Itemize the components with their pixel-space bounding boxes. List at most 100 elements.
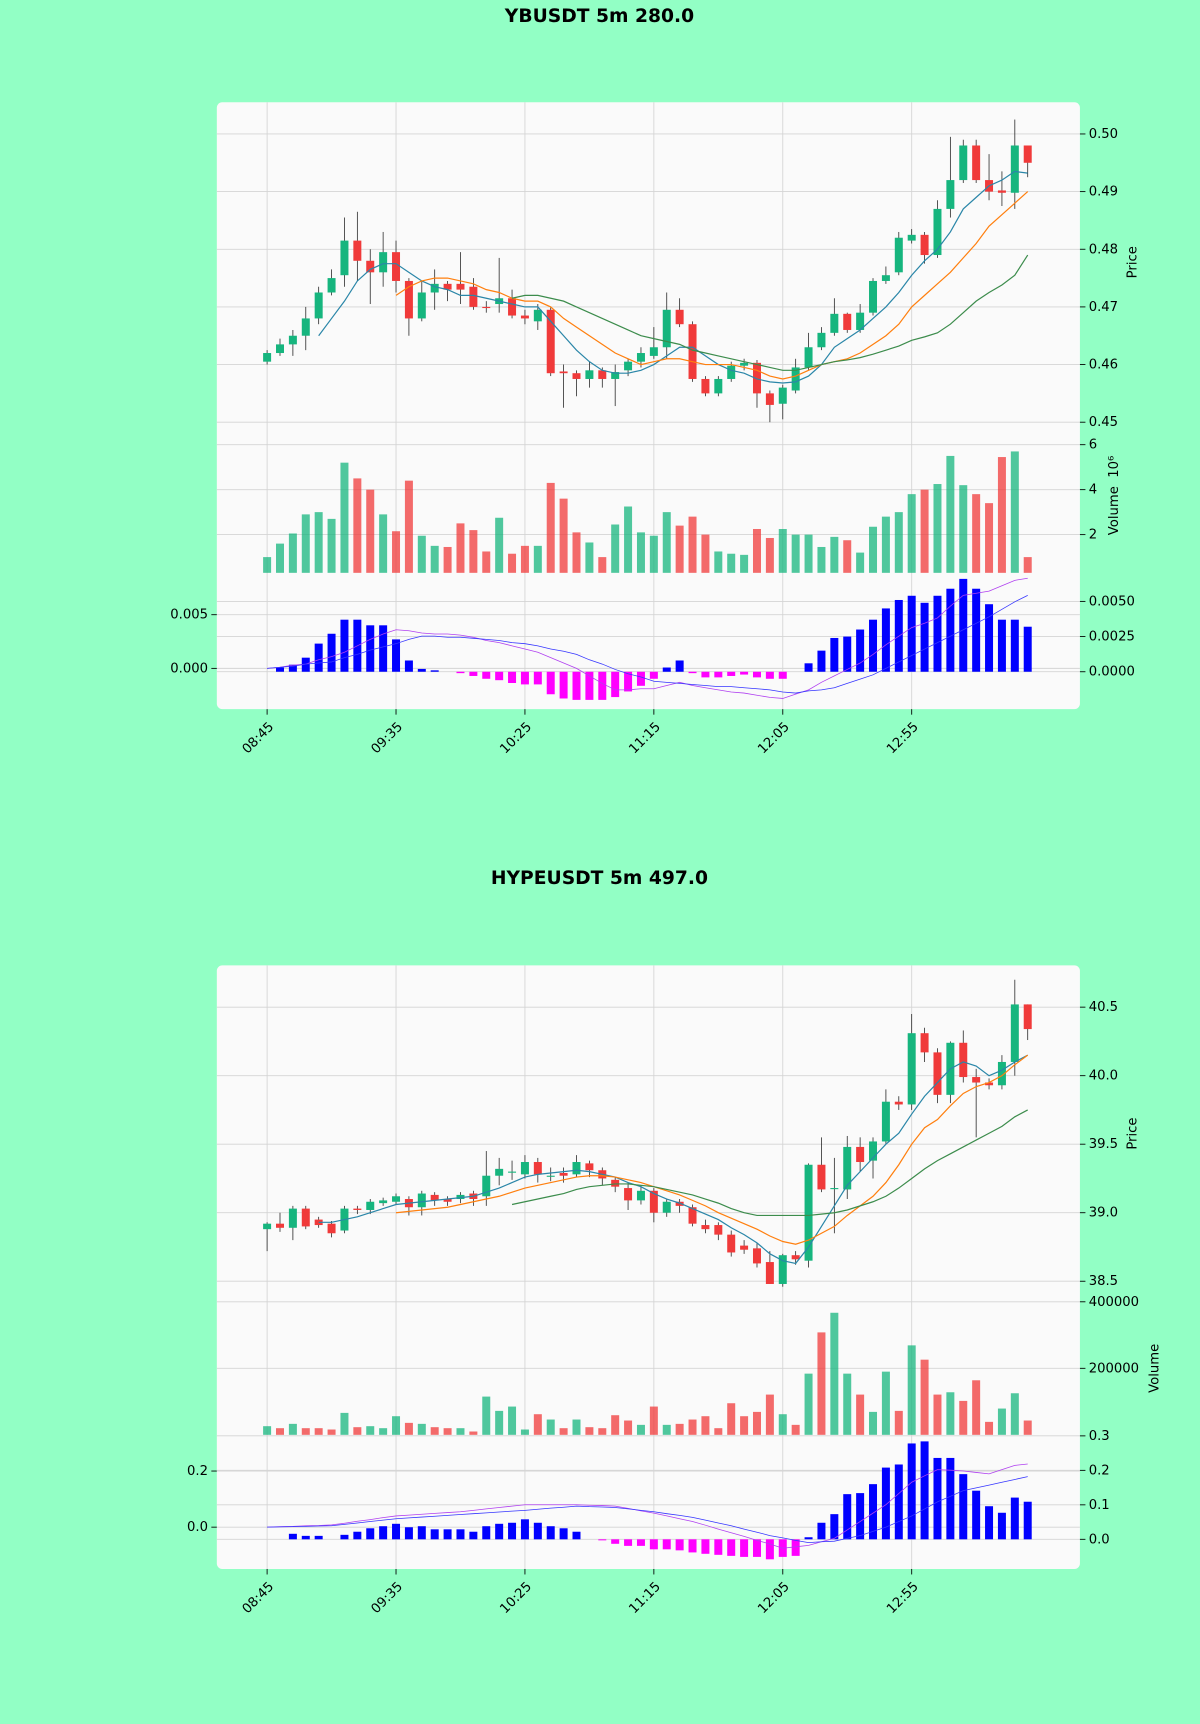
candle-body	[353, 240, 362, 261]
macd-histogram-bar	[714, 671, 723, 678]
volume-bar	[881, 1371, 890, 1435]
candle-body	[894, 1101, 903, 1105]
candle-body	[778, 387, 787, 404]
candle-body	[959, 1042, 968, 1078]
macd-tick-label: 0.000	[170, 661, 208, 676]
candle-body	[765, 393, 774, 405]
candle-body	[972, 145, 981, 181]
price-tick-label: 0.48	[1089, 242, 1118, 257]
macd-histogram-bar	[611, 671, 620, 698]
x-tick-label: 10:25	[498, 1579, 535, 1616]
price-tick-label: 0.45	[1089, 415, 1118, 430]
macd-histogram-bar	[907, 1443, 916, 1540]
candle-body	[443, 1199, 452, 1202]
macd-histogram-bar	[933, 595, 942, 672]
macd-histogram-bar	[688, 671, 697, 674]
macd-tick-label: 0.2	[187, 1464, 208, 1479]
volume-bar	[611, 524, 620, 573]
macd-histogram-bar	[598, 1539, 607, 1541]
candle-body	[688, 324, 697, 379]
chart-title: HYPEUSDT 5m 497.0	[491, 868, 708, 889]
volume-bar	[727, 1403, 736, 1435]
volume-tick-label: 2	[1089, 528, 1097, 543]
volume-bar	[495, 517, 504, 573]
volume-bar	[404, 1422, 413, 1435]
volume-tick-label: 6	[1089, 438, 1097, 453]
macd-histogram-bar	[688, 1539, 697, 1553]
macd-histogram-bar	[843, 636, 852, 672]
volume-bar	[263, 1426, 272, 1435]
volume-bar	[456, 1428, 465, 1435]
candle-body	[559, 1172, 568, 1176]
macd-histogram-bar	[662, 667, 671, 672]
candle-body	[430, 1194, 439, 1201]
volume-bar	[392, 531, 401, 573]
candle-body	[456, 283, 465, 290]
candle-body	[881, 1101, 890, 1142]
candle-body	[495, 1168, 504, 1176]
volume-bar	[894, 1410, 903, 1435]
candle-body	[404, 280, 413, 319]
candle-body	[482, 306, 491, 309]
volume-bar	[379, 1428, 388, 1435]
volume-bar	[804, 1373, 813, 1435]
moving-average-line	[511, 254, 1029, 371]
moving-average-line	[395, 1054, 1029, 1245]
candle-body	[482, 1175, 491, 1197]
candle-body	[585, 1163, 594, 1171]
macd-histogram-bar	[495, 671, 504, 681]
macd-histogram-bar	[353, 1531, 362, 1540]
macd-hist-tick-label: 0.0	[1089, 1532, 1110, 1547]
volume-bar	[894, 512, 903, 573]
volume-bar	[662, 512, 671, 573]
volume-bar	[843, 540, 852, 573]
macd-histogram-bar	[920, 1441, 929, 1540]
volume-bar	[727, 553, 736, 573]
macd-histogram-bar	[649, 671, 658, 679]
volume-bar	[520, 1429, 529, 1435]
candle-body	[585, 370, 594, 379]
candle-body	[392, 252, 401, 281]
candle-body	[443, 283, 452, 290]
macd-histogram-bar	[379, 1526, 388, 1540]
candle-body	[869, 1141, 878, 1161]
candle-body	[276, 344, 284, 354]
volume-bar	[611, 1415, 620, 1435]
candle-body	[430, 283, 439, 293]
volume-bar	[778, 528, 787, 573]
volume-axis-label: Volume	[1107, 486, 1122, 535]
candle-body	[752, 362, 761, 394]
volume-bar	[997, 457, 1006, 573]
candle-body	[856, 312, 865, 330]
candle-body	[714, 1225, 723, 1235]
macd-histogram-bar	[959, 1474, 968, 1540]
volume-bar	[572, 532, 581, 573]
macd-histogram-bar	[985, 604, 994, 672]
volume-tick-label: 200000	[1089, 1361, 1139, 1376]
volume-bar	[443, 1428, 452, 1435]
volume-bar	[533, 545, 542, 573]
macd-histogram-bar	[765, 671, 774, 679]
price-tick-label: 40.5	[1089, 1000, 1118, 1015]
macd-hist-tick-label: 0.0050	[1089, 594, 1135, 609]
macd-tick-label: 0.0	[187, 1520, 208, 1535]
macd-histogram-bar	[636, 671, 645, 686]
candle-body	[417, 1193, 426, 1208]
volume-axis-label: Volume	[1148, 1344, 1163, 1393]
macd-histogram-bar	[314, 1535, 323, 1540]
volume-bar	[353, 1427, 362, 1435]
macd-histogram-bar	[972, 1490, 981, 1540]
candle-body	[417, 292, 426, 319]
volume-bar	[559, 1428, 568, 1435]
macd-histogram-bar	[598, 671, 607, 700]
volume-bar	[804, 534, 813, 573]
candle-body	[727, 365, 736, 379]
candle-body	[727, 1234, 736, 1253]
price-tick-label: 0.47	[1089, 300, 1118, 315]
volume-bar	[417, 1423, 426, 1435]
candle-body	[508, 1171, 517, 1173]
candle-body	[469, 286, 478, 307]
volume-bar	[443, 546, 452, 573]
candle-body	[327, 1223, 336, 1234]
volume-bar	[765, 537, 774, 573]
